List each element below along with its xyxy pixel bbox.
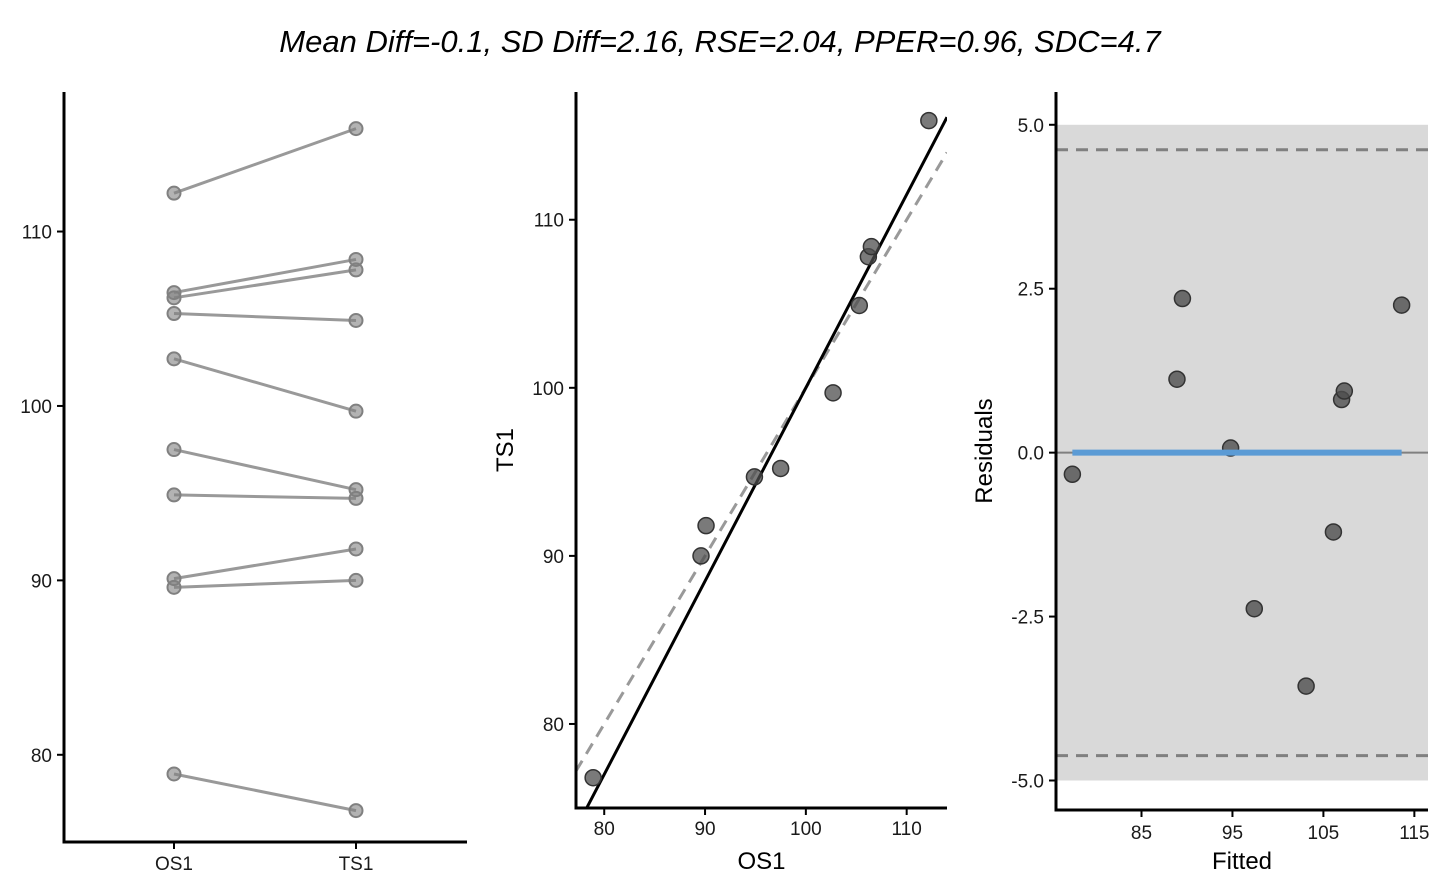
residual-point <box>1392 296 1411 314</box>
pair-point <box>348 251 364 267</box>
y-tick-label: 90 <box>543 547 564 568</box>
pair-line <box>173 268 357 300</box>
scatter-point <box>920 111 938 130</box>
x-tick-label: 105 <box>1308 823 1340 844</box>
panel-scatter-os1-ts1: 80 90 100 110 80 90 100 110 OS1 TS1 <box>492 92 947 875</box>
pair-line <box>173 257 357 295</box>
x-tick-label: TS1 <box>339 854 374 875</box>
scatter-point <box>771 459 790 478</box>
residual-point <box>1168 370 1186 388</box>
scatter-point <box>850 296 869 315</box>
y-tick-label: 110 <box>22 223 52 244</box>
y-axis-label: Residuals <box>971 398 998 503</box>
y-tick-label: 0.0 <box>1018 444 1044 465</box>
pair-line <box>173 312 357 322</box>
pair-line <box>173 357 357 413</box>
pair-line <box>173 578 357 589</box>
x-tick-label: 110 <box>892 819 922 840</box>
scatter-point <box>697 516 715 535</box>
pair-point <box>348 312 364 328</box>
x-tick-label: 100 <box>790 819 822 840</box>
x-tick-label: 80 <box>594 819 615 840</box>
pair-point <box>166 766 182 782</box>
x-tick-label: 90 <box>694 819 715 840</box>
y-tick-label: 80 <box>543 715 564 736</box>
scatter-point <box>824 384 842 402</box>
pair-point <box>166 285 182 301</box>
y-axis-label: TS1 <box>492 428 519 472</box>
residual-point <box>1245 599 1264 618</box>
pair-point <box>348 403 364 419</box>
x-tick-label: 95 <box>1222 823 1243 844</box>
y-tick-label: -5.0 <box>1011 771 1044 792</box>
residual-point <box>1335 382 1354 400</box>
x-axis-label: OS1 <box>737 848 785 875</box>
residual-point <box>1063 465 1082 484</box>
y-tick-label: 100 <box>20 397 52 418</box>
y-tick-label: 110 <box>534 211 564 232</box>
scatter-point <box>745 468 764 486</box>
residual-point <box>1173 289 1192 308</box>
pair-point <box>348 541 364 557</box>
pair-line <box>173 772 357 813</box>
pair-point <box>348 482 364 498</box>
pair-point <box>166 351 182 367</box>
pair-point <box>348 572 364 588</box>
y-tick-label: -2.5 <box>1011 608 1044 629</box>
pair-point <box>348 803 364 819</box>
pair-point <box>166 306 182 322</box>
x-tick-label: 115 <box>1399 823 1429 844</box>
pair-point <box>166 442 182 458</box>
pair-point <box>166 185 182 201</box>
pair-point <box>166 571 182 587</box>
panel-residuals: 85 95 105 115 -5.0 -2.5 0.0 2.5 5.0 Fitted Residua… <box>971 92 1430 875</box>
panel-paired-dot: 80 90 100 110 OS1 TS1 <box>20 92 467 875</box>
axes-lines <box>574 92 947 810</box>
scatter-point <box>692 547 710 565</box>
y-tick-label: 100 <box>532 379 564 400</box>
pair-line <box>173 493 357 500</box>
pair-line <box>173 547 357 581</box>
residual-point <box>1297 677 1315 695</box>
figure-title: Mean Diff=-0.1, SD Diff=2.16, RSE=2.04, … <box>279 24 1162 59</box>
y-tick-label: 5.0 <box>1018 116 1044 137</box>
y-tick-label: 2.5 <box>1018 280 1044 301</box>
scatter-point <box>584 768 602 787</box>
x-axis-label: Fitted <box>1212 848 1272 875</box>
axes-lines <box>62 92 467 844</box>
residual-point <box>1324 523 1343 541</box>
x-tick-label: 85 <box>1131 823 1152 844</box>
y-tick-label: 90 <box>31 571 52 592</box>
pair-line <box>173 127 357 195</box>
y-tick-label: 80 <box>31 746 52 767</box>
pair-point <box>166 487 182 503</box>
identity-line <box>576 151 947 772</box>
scatter-point <box>862 237 881 256</box>
axes-lines <box>1054 92 1428 812</box>
x-tick-label: OS1 <box>155 854 193 875</box>
pair-point <box>348 121 364 137</box>
pair-line <box>173 448 357 492</box>
